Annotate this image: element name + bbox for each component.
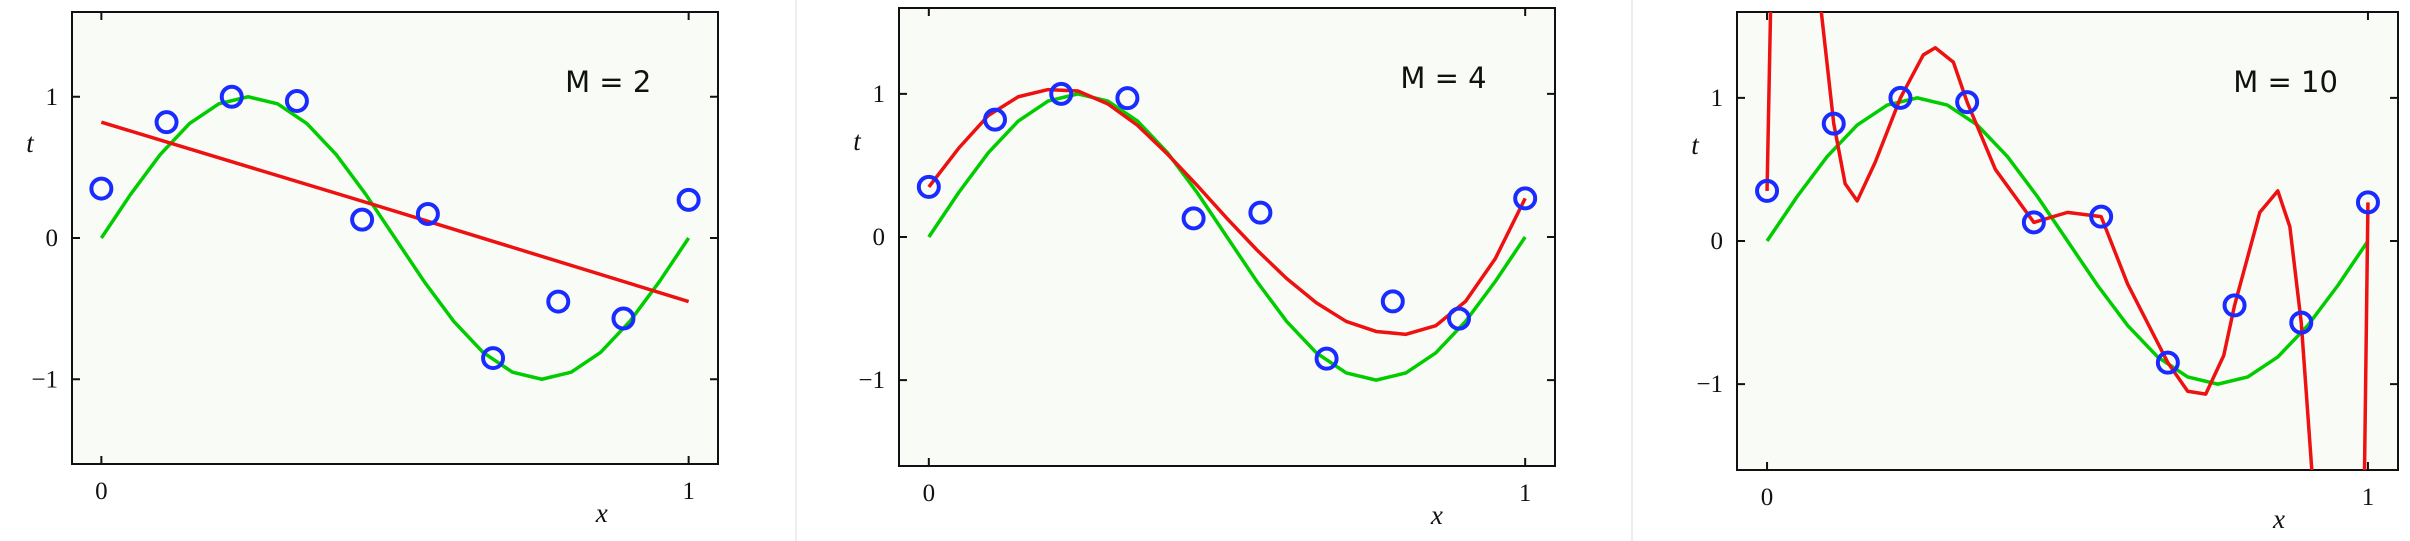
x-tick-label: 0 xyxy=(923,480,936,507)
y-tick-label: 1 xyxy=(46,84,59,111)
x-axis-label: x xyxy=(595,498,608,528)
curve xyxy=(1765,96,2370,386)
data-point xyxy=(2155,350,2180,375)
data-point xyxy=(2021,210,2046,235)
data-point xyxy=(481,346,506,371)
data-point xyxy=(219,84,244,109)
plot-content xyxy=(89,84,701,381)
data-point xyxy=(1755,178,1780,203)
data-point xyxy=(1049,81,1074,106)
x-axis-label: x xyxy=(2272,504,2285,534)
data-point xyxy=(415,201,440,226)
data-point xyxy=(611,306,636,331)
data-point xyxy=(1115,86,1140,111)
x-tick-label: 1 xyxy=(2362,484,2375,511)
y-tick-label: 0 xyxy=(1711,228,1724,255)
model-label: M = 10 xyxy=(2233,65,2338,99)
data-point xyxy=(2355,190,2380,215)
data-point xyxy=(1380,289,1405,314)
curve xyxy=(927,92,1527,382)
y-axis-label: t xyxy=(1691,130,1700,160)
data-point xyxy=(1888,85,1913,110)
curve xyxy=(99,95,691,381)
data-point xyxy=(983,107,1008,132)
data-point xyxy=(1181,206,1206,231)
model-label: M = 2 xyxy=(565,65,651,99)
plot-content xyxy=(1755,12,2380,470)
x-tick-label: 1 xyxy=(682,478,695,505)
y-axis-label: t xyxy=(853,126,862,156)
data-point xyxy=(154,110,179,135)
data-point xyxy=(1248,200,1273,225)
curve xyxy=(1765,12,2370,470)
data-point xyxy=(2089,204,2114,229)
data-point xyxy=(1446,306,1471,331)
data-point xyxy=(284,88,309,113)
y-tick-label: 1 xyxy=(873,81,886,108)
y-tick-label: 1 xyxy=(1711,85,1724,112)
panel: −1 0 1 0 1 x t M = 10 xyxy=(1691,11,2399,534)
y-tick-label: 0 xyxy=(46,225,59,252)
data-point xyxy=(2289,310,2314,335)
y-tick-label: −1 xyxy=(858,367,885,394)
data-point xyxy=(1955,90,1980,115)
data-point xyxy=(89,176,114,201)
y-axis-label: t xyxy=(26,128,35,158)
y-tick-label: −1 xyxy=(31,366,58,393)
data-point xyxy=(1821,111,1846,136)
curve xyxy=(927,87,1527,337)
data-point xyxy=(676,187,701,212)
x-tick-label: 0 xyxy=(95,478,108,505)
y-tick-label: 0 xyxy=(873,224,886,251)
data-point xyxy=(546,289,571,314)
panel: −1 0 1 0 1 x t M = 2 xyxy=(26,11,719,528)
data-point xyxy=(1314,346,1339,371)
data-point xyxy=(350,207,375,232)
x-tick-label: 1 xyxy=(1519,480,1532,507)
x-tick-label: 0 xyxy=(1761,484,1774,511)
y-tick-label: −1 xyxy=(1696,371,1723,398)
panel: −1 0 1 0 1 x t M = 4 xyxy=(853,7,1556,530)
data-point xyxy=(1513,186,1538,211)
data-point xyxy=(916,174,941,199)
model-label: M = 4 xyxy=(1400,61,1486,95)
plot-content xyxy=(916,81,1538,382)
x-axis-label: x xyxy=(1430,500,1443,530)
data-point xyxy=(2222,293,2247,318)
curve xyxy=(100,120,690,304)
